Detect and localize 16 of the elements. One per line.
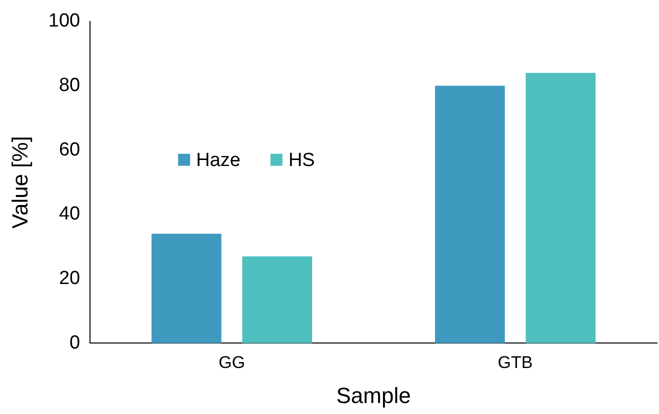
y-tick-label: 40 [58, 204, 80, 225]
y-tick-label: 0 [70, 332, 80, 354]
bar [242, 256, 312, 344]
y-tick-label: 100 [48, 10, 80, 32]
legend-label: HS [288, 150, 315, 172]
x-axis-title: Sample [336, 382, 411, 408]
legend-label: Haze [196, 150, 240, 172]
y-tick-label: 60 [58, 139, 80, 160]
y-tick-label: 80 [58, 74, 80, 96]
bar [526, 72, 596, 344]
bar [435, 86, 505, 344]
y-tick-label: 20 [58, 268, 80, 290]
bar [152, 234, 222, 344]
y-axis-title: Value [%] [7, 136, 32, 229]
x-tick-label: GG [218, 353, 246, 372]
x-tick-label: GTB [498, 353, 533, 372]
